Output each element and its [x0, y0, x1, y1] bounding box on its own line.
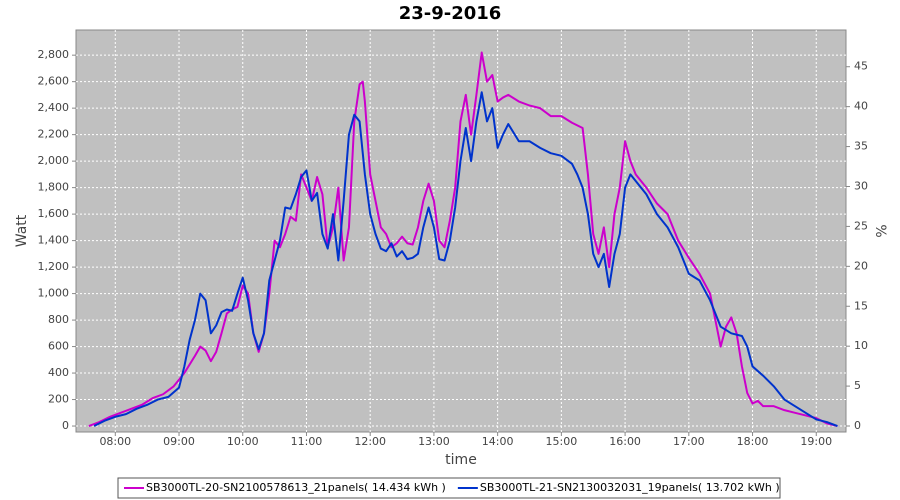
x-tick-label: 15:00 [546, 435, 578, 448]
x-tick-label: 08:00 [99, 435, 131, 448]
x-tick-label: 19:00 [800, 435, 832, 448]
y2-tick-label: 20 [854, 259, 868, 272]
legend-label: SB3000TL-20-SN2100578613_21panels( 14.43… [146, 481, 446, 494]
legend [117, 477, 781, 499]
chart-title: 23-9-2016 [399, 3, 502, 24]
series-line [88, 51, 838, 428]
y2-tick-label: 25 [854, 219, 868, 232]
y-tick-label: 1,200 [38, 260, 70, 273]
y-tick-label: 1,400 [38, 234, 70, 247]
y2-tick-label: 35 [854, 140, 868, 153]
y2-tick-label: 0 [854, 419, 861, 432]
y2-tick-label: 30 [854, 179, 868, 192]
y-tick-label: 2,600 [38, 75, 70, 88]
y-tick-label: 200 [48, 393, 69, 406]
plot-area [75, 29, 847, 433]
y2-tick-label: 5 [854, 379, 861, 392]
x-tick-label: 11:00 [291, 435, 323, 448]
y-tick-label: 1,800 [38, 181, 70, 194]
y2-axis-label: % [872, 224, 888, 237]
series-line [93, 91, 838, 427]
x-tick-label: 17:00 [673, 435, 705, 448]
y2-tick-label: 45 [854, 60, 868, 73]
x-tick-label: 16:00 [609, 435, 641, 448]
x-tick-label: 09:00 [163, 435, 195, 448]
y-tick-label: 1,000 [38, 287, 70, 300]
y-tick-label: 2,400 [38, 101, 70, 114]
x-tick-label: 13:00 [418, 435, 450, 448]
y2-tick-label: 15 [854, 299, 868, 312]
y-tick-label: 0 [62, 419, 69, 432]
x-tick-label: 12:00 [354, 435, 386, 448]
y-tick-label: 2,200 [38, 128, 70, 141]
y-tick-label: 800 [48, 313, 69, 326]
x-tick-label: 14:00 [482, 435, 514, 448]
y-tick-label: 1,600 [38, 207, 70, 220]
y2-tick-label: 10 [854, 339, 868, 352]
x-axis-label: time [445, 452, 477, 468]
y-tick-label: 2,800 [38, 48, 70, 61]
y-tick-label: 400 [48, 366, 69, 379]
y2-tick-label: 40 [854, 100, 868, 113]
y-axis-label: Watt [14, 214, 30, 247]
y-tick-label: 2,000 [38, 154, 70, 167]
x-tick-label: 18:00 [737, 435, 769, 448]
y-tick-label: 600 [48, 340, 69, 353]
x-tick-label: 10:00 [227, 435, 259, 448]
legend-label: SB3000TL-21-SN2130032031_19panels( 13.70… [480, 481, 780, 494]
